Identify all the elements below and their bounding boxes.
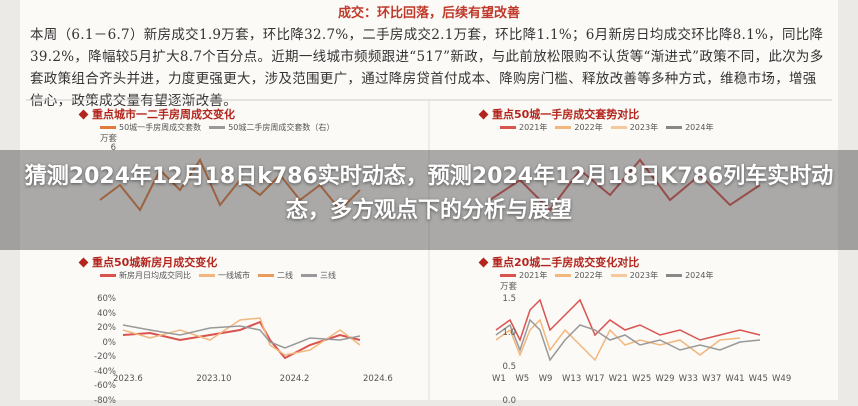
legend-item: 一线城市 [199, 270, 250, 281]
legend: 2021年 2022年 2023年 2024年 [500, 122, 800, 133]
x-tick-label: 2024.6 [363, 374, 393, 384]
unit: 万套 [100, 134, 118, 144]
x-tick-label: W1 [492, 374, 506, 384]
legend-swatch [555, 274, 572, 277]
legend-item: 2022年 [555, 122, 603, 133]
y-tick-label: 40% [97, 308, 116, 319]
legend-item: 三线 [301, 270, 336, 281]
x-tick-label: W41 [725, 374, 745, 384]
legend-label: 二线 [277, 271, 293, 280]
legend-swatch [500, 126, 516, 129]
legend-swatch [100, 126, 116, 129]
x-tick-label: W25 [632, 374, 652, 384]
x-tick-label: W29 [655, 374, 675, 384]
legend: 50城一手房周成交套数 50城二手房周成交套数（右） [100, 122, 400, 133]
x-tick-label: W5 [515, 374, 530, 384]
legend-item: 2021年 [500, 122, 547, 133]
legend-item: 50城二手房周成交套数（右） [209, 122, 334, 133]
x-tick-label: W13 [562, 374, 582, 384]
legend-item: 50城一手房周成交套数 [100, 122, 201, 133]
chart-lines [26, 99, 832, 400]
legend-label: 2023年 [629, 271, 659, 280]
chart-title: 重点50城新房月成交变化 [80, 254, 217, 270]
y-tick-label: 0% [102, 337, 117, 348]
x-tick-label: W37 [702, 374, 722, 384]
paragraph: 本周（6.1－6.7）新房成交1.9万套，环比降32.7%，二手房成交2.1万套… [30, 27, 824, 109]
legend-label: 一线城市 [218, 271, 250, 280]
legend-swatch [258, 274, 274, 277]
y-tick-label: -60% [94, 381, 116, 392]
legend-label: 2021年 [519, 123, 548, 132]
legend-swatch [500, 274, 516, 277]
legend-item: 新房月日均成交同比 [100, 270, 191, 281]
legend-swatch [100, 274, 116, 277]
legend-label: 2022年 [574, 271, 603, 280]
legend-swatch [301, 274, 317, 277]
x-tick-label: W49 [772, 374, 792, 384]
document: 成交：环比回落，后续有望改善 本周（6.1－6.7）新房成交1.9万套，环比降3… [20, 0, 838, 406]
legend-label: 2021年 [519, 271, 548, 280]
legend-swatch [555, 126, 572, 129]
x-tick-label: 2023.10 [196, 374, 232, 384]
legend-item: 2021年 [500, 270, 547, 281]
legend-swatch [610, 126, 627, 129]
legend-item: 2023年 [610, 122, 659, 133]
legend: 新房月日均成交同比 一线城市 二线 三线 [100, 270, 400, 281]
x-tick-label: W9 [538, 374, 553, 384]
x-tick-label: W17 [585, 374, 605, 384]
x-tick-label: 2024.2 [279, 374, 310, 384]
x-tick-label: W33 [678, 374, 698, 384]
x-tick-label: W21 [608, 374, 628, 384]
y-tick-label: 0.0 [502, 396, 516, 406]
legend-label: 三线 [320, 271, 336, 280]
legend-swatch [610, 274, 627, 277]
header-title: 成交：环比回落，后续有望改善 [337, 6, 520, 21]
y-tick-label: 6 [110, 143, 116, 153]
legend-swatch [666, 274, 683, 277]
legend-swatch [199, 274, 215, 277]
legend-label: 50城一手房周成交套数 [119, 123, 202, 132]
legend-label: 2022年 [574, 123, 603, 132]
y-tick-label: -40% [94, 366, 116, 377]
chart-title: 重点50城一手房成交套势对比 [480, 106, 639, 122]
chart-title: 重点城市一二手房周成交变化 [80, 106, 235, 122]
legend-item: 2024年 [666, 270, 713, 281]
legend-label: 50城二手房周成交套数（右） [228, 123, 335, 132]
legend-label: 2024年 [685, 123, 714, 132]
chart-title: 重点20城二手房成交变化对比 [480, 254, 639, 270]
legend-swatch [209, 126, 226, 129]
y-tick-label: -20% [94, 352, 116, 363]
y-tick-label: 60% [97, 294, 116, 304]
y-tick-label: 20% [97, 323, 116, 334]
y-tick-label: 1.5 [502, 294, 516, 304]
legend-label: 2024年 [685, 271, 714, 280]
y-tick-label: 1.0 [502, 328, 516, 338]
legend-item: 2023年 [610, 270, 659, 281]
legend-item: 2024年 [666, 122, 713, 133]
y-tick-label: -80% [94, 396, 116, 406]
overlay-title: 猜测2024年12月18日k786实时动态，预测2024年12月18日K786列… [24, 164, 834, 223]
legend-label: 新房月日均成交同比 [119, 271, 191, 280]
y-tick-label: 0.5 [502, 362, 516, 372]
legend: 2021年 2022年 2023年 2024年 [500, 270, 800, 281]
overlay-band [0, 150, 858, 250]
x-tick-label: W45 [748, 374, 768, 384]
legend-label: 2023年 [629, 123, 659, 132]
x-tick-label: 2023.6 [113, 374, 143, 384]
legend-swatch [666, 126, 683, 129]
legend-item: 二线 [258, 270, 293, 281]
legend-item: 2022年 [555, 270, 603, 281]
unit: 万套 [500, 282, 518, 292]
